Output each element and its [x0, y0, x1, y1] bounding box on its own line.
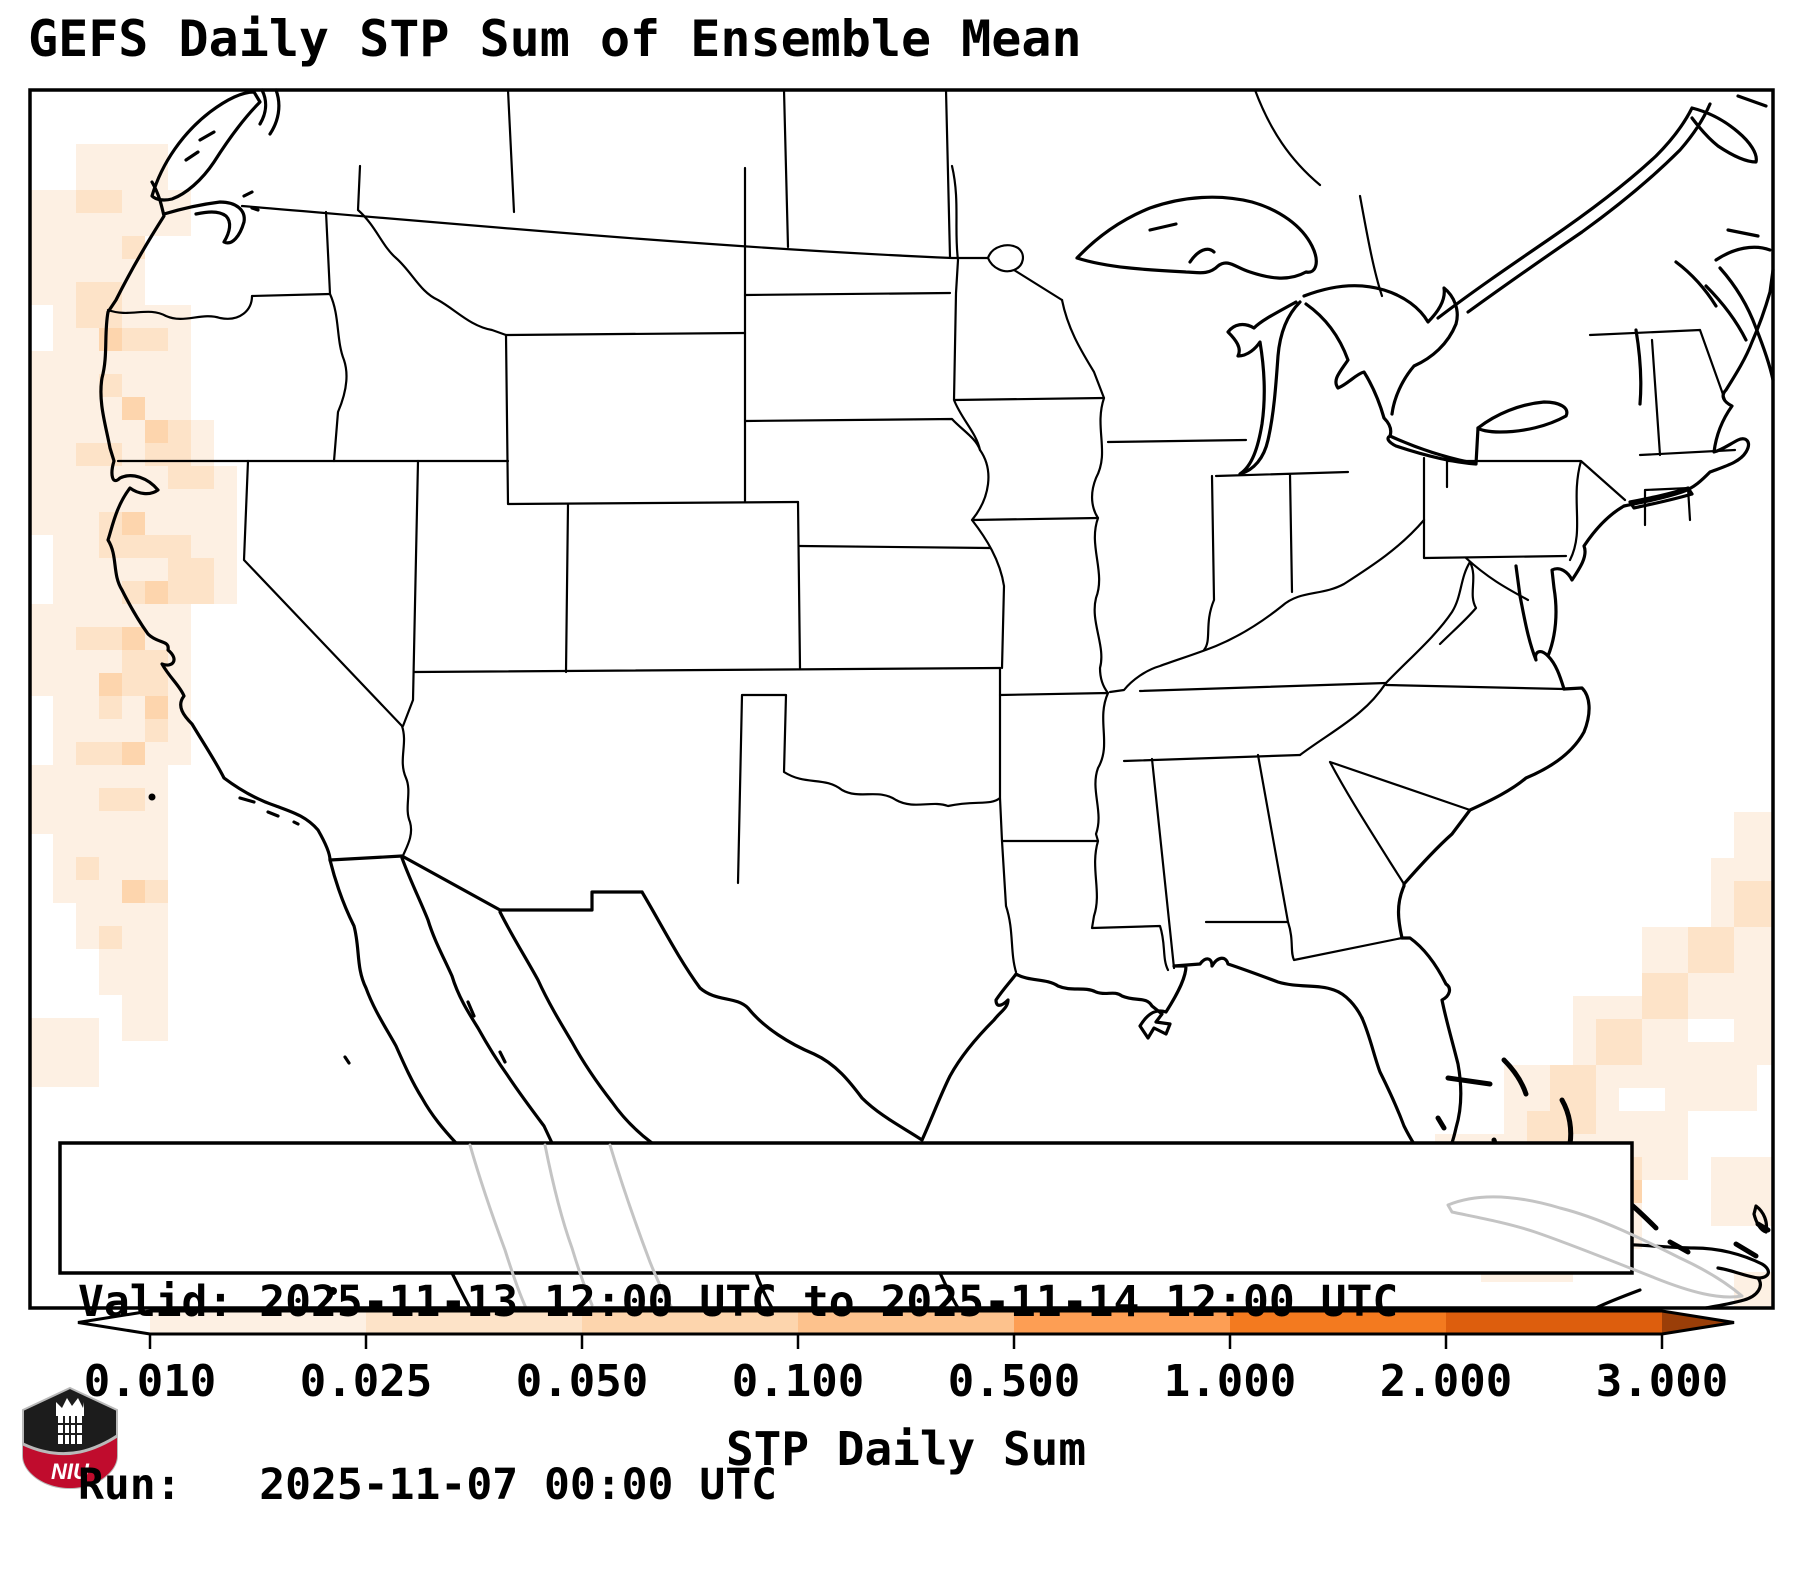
map-frame — [28, 88, 1775, 1310]
colorbar-tick-label: 2.000 — [1379, 1356, 1513, 1407]
colorbar-axis-label: STP Daily Sum — [725, 1422, 1087, 1476]
niu-logo: NIU — [22, 1386, 118, 1490]
lake-ontario-path — [1476, 400, 1569, 434]
cuba-coast-gray — [1446, 1195, 1744, 1299]
valid-time-line: Valid: 2025-11-13 12:00 UTC to 2025-11-1… — [78, 1277, 1399, 1327]
colorbar-tick-label: 3.000 — [1595, 1356, 1729, 1407]
state-borders — [106, 164, 1737, 974]
cuba-coast-black — [1594, 1204, 1770, 1310]
colorbar-tick-label: 1.000 — [1163, 1356, 1297, 1407]
mexico-border-path — [328, 854, 644, 912]
lake-erie-path — [1386, 426, 1480, 466]
stp-shading-cells — [30, 144, 1774, 1306]
canada-province-borders — [506, 88, 1384, 298]
colorbar — [77, 1309, 1735, 1349]
lake-michigan-path — [1226, 300, 1302, 476]
niu-castle-icon — [56, 1398, 84, 1416]
niu-logo-text: NIU — [51, 1459, 90, 1484]
lake-superior-path — [1075, 195, 1318, 280]
colorbar-segments — [78, 1311, 1734, 1334]
info-box — [58, 1141, 1634, 1275]
colorbar-tick-label: 0.010 — [83, 1356, 217, 1407]
niu-swoosh — [22, 1434, 118, 1456]
baja-coast-gray — [468, 1143, 674, 1310]
colorbar-tick-label: 0.050 — [515, 1356, 649, 1407]
pacific-coast-path — [99, 180, 332, 862]
figure: NIU GEFS Daily STP Sum of Ensemble Mean … — [22, 10, 1775, 1510]
vancouver-island-path — [150, 90, 262, 202]
weather-map-canvas: NIU — [22, 88, 1775, 1490]
figure-title: GEFS Daily STP Sum of Ensemble Mean — [28, 10, 1082, 68]
colorbar-tick-label: 0.100 — [731, 1356, 865, 1407]
colorbar-tick-label: 0.500 — [947, 1356, 1081, 1407]
gulf-coast-path — [920, 956, 1364, 1142]
colorbar-tick-marks — [148, 1334, 1664, 1349]
atlantic-coast-path — [1396, 686, 1591, 940]
lake-huron-path — [1302, 284, 1459, 438]
colorbar-tick-label: 0.025 — [299, 1356, 433, 1407]
gray-coastlines — [468, 1143, 1744, 1310]
